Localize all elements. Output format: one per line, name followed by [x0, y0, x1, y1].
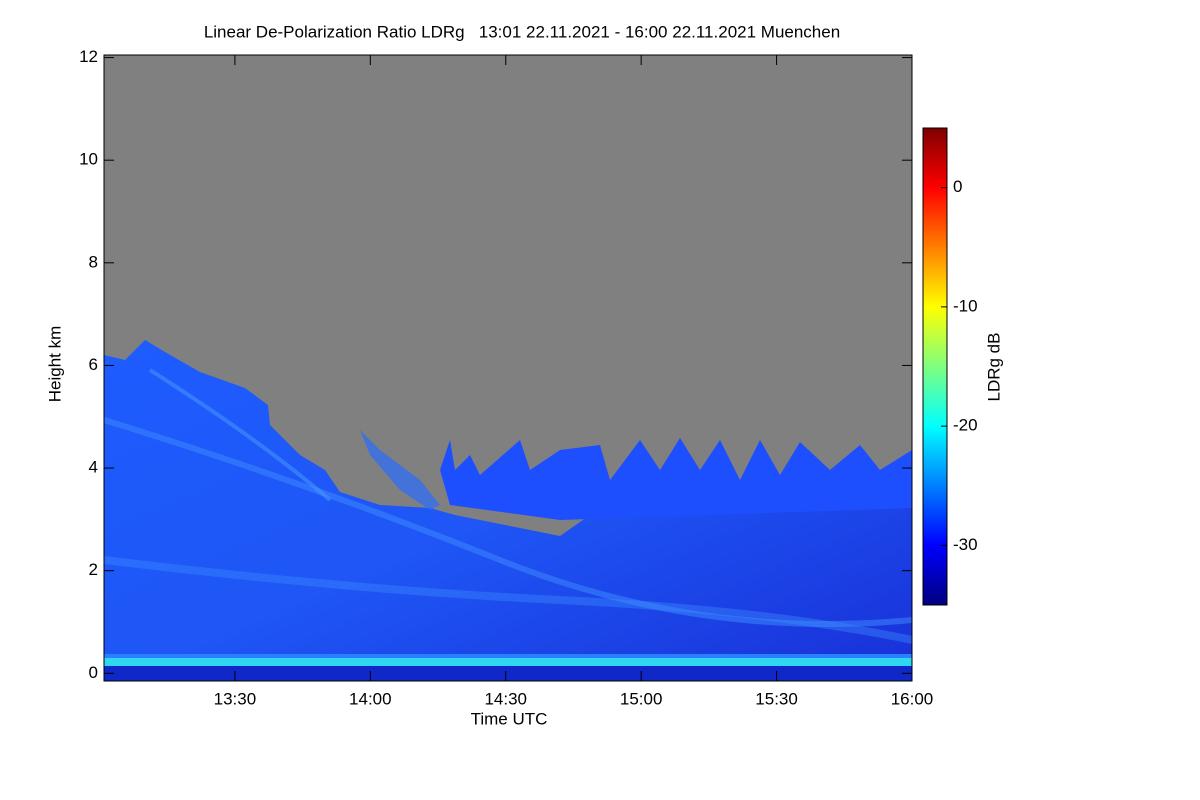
- y-tick-label: 6: [89, 355, 98, 374]
- x-tick-label: 16:00: [891, 689, 934, 708]
- colorbar: [922, 127, 948, 606]
- x-tick-label: 15:30: [755, 689, 798, 708]
- chart-title: Linear De-Polarization Ratio LDRg 13:01 …: [204, 22, 840, 41]
- colorbar-tick-label: -30: [953, 535, 978, 554]
- cloud-streak: [104, 556, 912, 644]
- heatmap-field: [104, 55, 912, 681]
- cloud-streak: [360, 430, 440, 510]
- y-axis-label: Height km: [45, 326, 64, 403]
- near-ground-layer: [104, 658, 912, 666]
- colorbar-tick-label: 0: [953, 177, 962, 196]
- y-tick-label: 12: [79, 47, 98, 66]
- x-tick-label: 15:00: [620, 689, 663, 708]
- colorbar-tick-label: -20: [953, 416, 978, 435]
- y-tick-label: 0: [89, 663, 98, 682]
- plot-frame: [103, 54, 913, 682]
- x-axis-label: Time UTC: [471, 709, 548, 728]
- cloud-streak: [104, 417, 912, 627]
- y-tick-label: 4: [89, 458, 98, 477]
- cloud-fringe: [440, 438, 912, 520]
- x-tick-label: 14:00: [349, 689, 392, 708]
- y-tick-label: 10: [79, 150, 98, 169]
- cloud-region: [104, 340, 912, 681]
- colorbar-label: LDRg dB: [984, 333, 1003, 402]
- cloud-streak: [148, 368, 332, 502]
- y-tick-label: 8: [89, 252, 98, 271]
- x-tick-label: 13:30: [214, 689, 257, 708]
- y-tick-label: 2: [89, 560, 98, 579]
- x-tick-label: 14:30: [484, 689, 527, 708]
- near-ground-layer: [104, 654, 912, 658]
- ground-band: [104, 666, 912, 681]
- colorbar-tick-label: -10: [953, 296, 978, 315]
